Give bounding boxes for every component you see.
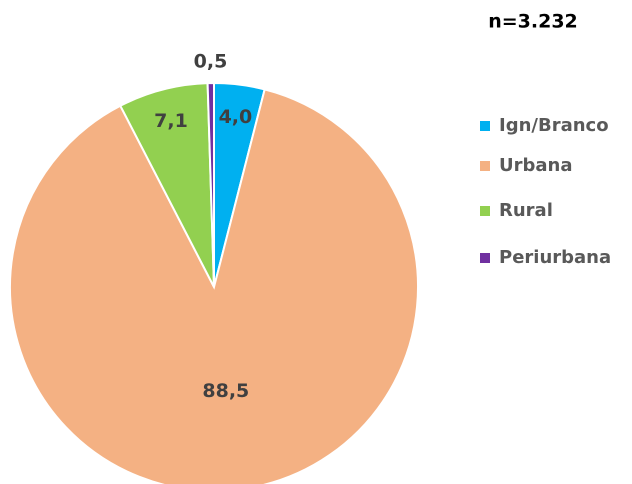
pie-slice bbox=[206, 81, 215, 288]
legend-swatch bbox=[480, 121, 490, 131]
legend-label: Ign/Branco bbox=[499, 115, 609, 136]
legend-label: Urbana bbox=[499, 155, 573, 176]
legend-label: Periurbana bbox=[499, 247, 611, 268]
legend-swatch bbox=[480, 161, 490, 171]
value-label: 88,5 bbox=[202, 380, 249, 402]
legend-swatch bbox=[480, 206, 490, 216]
pie-slice bbox=[9, 88, 419, 484]
value-label: 7,1 bbox=[154, 110, 188, 132]
sample-size: n=3.232 bbox=[488, 11, 578, 33]
value-label: 4,0 bbox=[219, 106, 253, 128]
legend-label: Rural bbox=[499, 200, 553, 221]
value-label: 0,5 bbox=[194, 51, 228, 73]
legend-swatch bbox=[480, 253, 490, 263]
